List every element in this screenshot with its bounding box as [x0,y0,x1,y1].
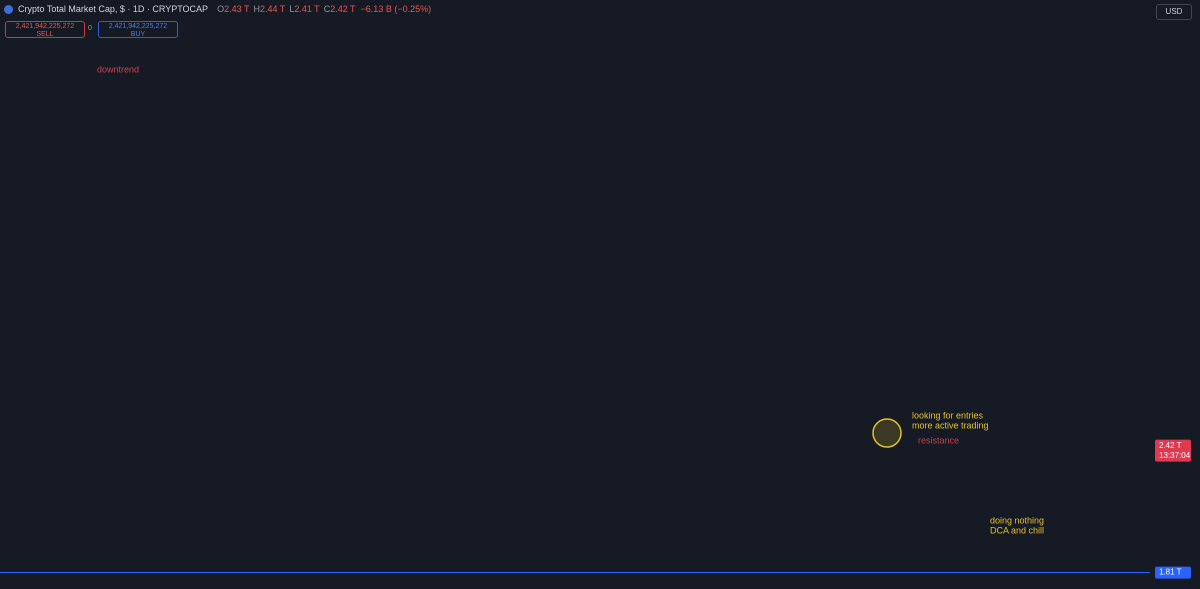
last-price-label: 2.42 T [1159,441,1182,450]
countdown-label: 13:37:04 [1159,451,1191,460]
downtrend-label: downtrend [97,64,139,74]
ohlc-value: 2.41 T [294,4,320,14]
ohlc-key: O [217,4,225,14]
header: Crypto Total Market Cap, $ · 1D · CRYPTO… [4,4,431,14]
hold-label: DCA and chill [990,525,1044,535]
resistance-label: resistance [918,435,959,445]
ohlc: O2.43 T H2.44 T L2.41 T C2.42 T [213,4,355,14]
ohlc-value: 2.44 T [259,4,286,14]
symbol-icon [4,4,13,14]
spread: 0 [88,25,92,32]
price-tag-label: 1.81 T [1159,568,1182,577]
buy-button[interactable]: 2,421,942,225,272 BUY [98,21,178,38]
ohlc-key: L [289,4,295,14]
price-tag [1155,566,1191,579]
price-axis: 1.81 T 2.42 T13:37:04 [1155,439,1191,579]
sell-price: 2,421,942,225,272 [15,23,75,30]
buy-price: 2,421,942,225,272 [108,23,168,30]
entries-label: more active trading [912,420,989,430]
entry-marker [872,418,902,448]
drawings [0,418,1150,574]
symbol-title[interactable]: Crypto Total Market Cap, $ · 1D · CRYPTO… [18,4,209,14]
entries-label: looking for entries [912,410,984,420]
change: −6.13 B (−0.25%) [360,4,432,14]
ohlc-value: 2.42 T [330,4,356,14]
hold-label: doing nothing [990,515,1044,525]
sell-label: SELL [36,31,54,38]
ohlc-key: H [253,4,260,14]
sell-button[interactable]: 2,421,942,225,272 SELL [5,21,85,38]
buy-label: BUY [130,31,146,38]
currency-button[interactable]: USD [1156,4,1192,20]
ohlc-key: C [323,4,331,14]
ohlc-value: 2.43 T [224,4,250,14]
last-price-tag [1155,439,1191,462]
